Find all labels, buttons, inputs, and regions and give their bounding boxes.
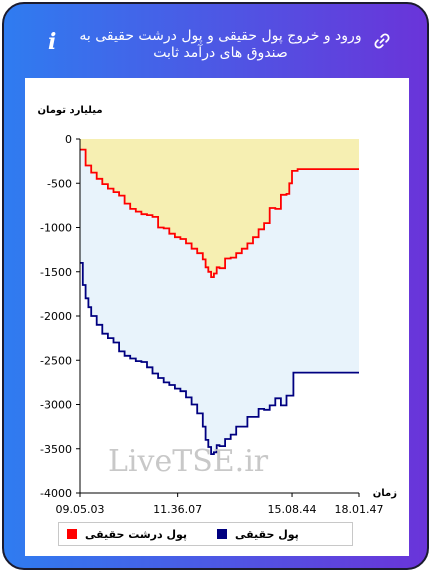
chart-legend: پول درشت حقیقی پول حقیقی — [58, 522, 353, 546]
y-tick-label: -4000 — [40, 487, 72, 500]
chart-plot: 0 -500 -1000 -1500 -2000 -2500 -3000 -3500 -4000… — [37, 105, 397, 516]
legend-item-real-large: پول درشت حقیقی — [67, 527, 195, 541]
legend-swatch-real-large — [67, 529, 77, 539]
x-tick-label: 11.36.07 — [153, 503, 202, 516]
y-tick-label: -2500 — [40, 354, 72, 367]
legend-item-real: پول حقیقی — [217, 527, 307, 541]
x-tick-label: 09.05.03 — [56, 503, 105, 516]
chart-title: ورود و خروج پول حقیقی و پول درشت حقیقی ب… — [79, 28, 362, 61]
series-line-real-large — [80, 148, 359, 278]
y-tick-label: -3500 — [40, 443, 72, 456]
y-tick-label: -1500 — [40, 266, 72, 279]
chart-card: ورود و خروج پول حقیقی و پول درشت حقیقی ب… — [2, 2, 429, 570]
x-axis-label: زمان — [373, 488, 397, 499]
y-tick-label: -500 — [47, 177, 72, 190]
legend-swatch-real — [217, 529, 227, 539]
watermark: LiveTSE.ir — [108, 444, 269, 479]
x-tick-label: 18.01.47 — [335, 503, 384, 516]
info-icon[interactable]: i — [48, 29, 57, 55]
y-axis-label: میلیارد تومان — [37, 105, 102, 116]
x-tick-label: 15.08.44 — [268, 503, 317, 516]
y-tick-label: -2000 — [40, 310, 72, 323]
plot-panel: 0 -500 -1000 -1500 -2000 -2500 -3000 -3500 -4000… — [25, 78, 409, 556]
area-fill-real — [80, 139, 359, 455]
legend-label-real-large: پول درشت حقیقی — [85, 527, 188, 541]
link-icon[interactable] — [373, 32, 391, 50]
legend-label-real: پول حقیقی — [235, 527, 299, 541]
chart-series-group: 0 -500 -1000 -1500 -2000 -2500 -3000 -3500 -4000… — [40, 133, 383, 516]
y-tick-label: -1000 — [40, 222, 72, 235]
series-line-real — [80, 262, 359, 455]
area-fill-real-large — [80, 139, 359, 278]
y-tick-label: 0 — [65, 133, 72, 146]
chart-header: ورود و خروج پول حقیقی و پول درشت حقیقی ب… — [4, 4, 427, 78]
y-tick-label: -3000 — [40, 399, 72, 412]
